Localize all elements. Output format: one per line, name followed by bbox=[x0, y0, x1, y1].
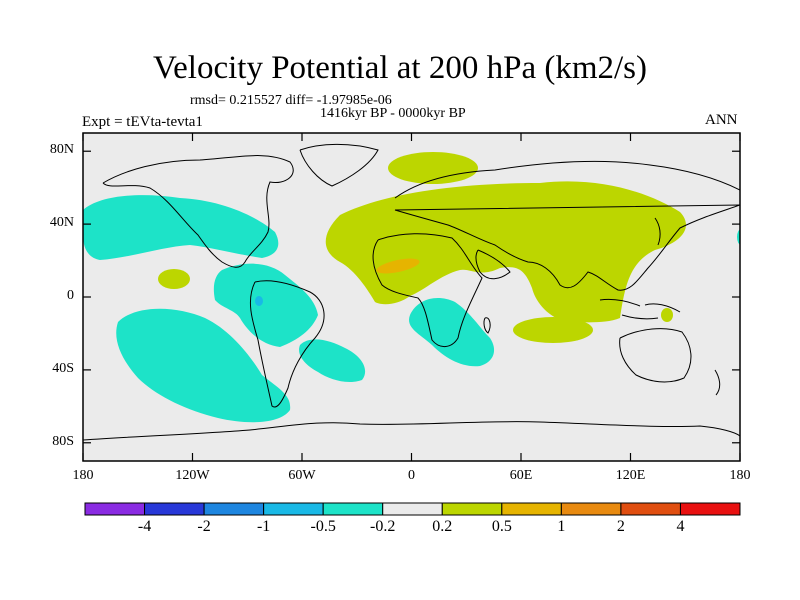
colorbar-box-1 bbox=[144, 502, 205, 516]
stats-label: rmsd= 0.215527 diff= -1.97985e-06 bbox=[190, 93, 392, 108]
coastline-south-america bbox=[249, 280, 325, 408]
coastline-japan bbox=[654, 217, 661, 246]
negative-region-south-atlantic-east bbox=[409, 298, 495, 367]
colorbar-box-10 bbox=[679, 502, 741, 516]
coastline-north-america bbox=[102, 155, 294, 268]
positive-region-scandinavia bbox=[388, 152, 478, 184]
coastline-maritime-continent bbox=[599, 299, 681, 320]
colorbar-box-8 bbox=[560, 502, 622, 516]
lat-label: 80S bbox=[52, 433, 74, 449]
negative-region-south-atlantic-west bbox=[299, 339, 366, 383]
positive-region-indonesia-spot bbox=[661, 308, 673, 322]
coastline-madagascar bbox=[483, 317, 491, 334]
colorbar-label: -0.5 bbox=[310, 518, 336, 535]
colorbar-label: 0.2 bbox=[432, 518, 453, 535]
positive-region-pacific-spot bbox=[158, 269, 190, 289]
lon-label: 60E bbox=[509, 468, 533, 483]
positive-region-south-indian bbox=[513, 317, 593, 343]
lat-label: 40N bbox=[49, 215, 74, 231]
colorbar-label: 2 bbox=[616, 518, 625, 535]
period-label: 1416kyr BP - 0000kyr BP bbox=[320, 106, 466, 121]
moderate-negative-region-amazon bbox=[255, 296, 263, 306]
season-label: ANN bbox=[705, 112, 738, 128]
colorbar-label: -2 bbox=[197, 518, 211, 535]
colorbar-label: -1 bbox=[256, 518, 271, 535]
colorbar-label: 1 bbox=[557, 518, 566, 535]
colorbar-box-6 bbox=[441, 502, 503, 516]
coastline-greenland bbox=[299, 143, 379, 187]
coastlines bbox=[83, 143, 740, 441]
colorbar-box-7 bbox=[501, 502, 562, 516]
colorbar-box-3 bbox=[263, 502, 324, 516]
coastline-africa bbox=[372, 233, 483, 347]
coastline-new-zealand bbox=[714, 369, 721, 396]
negative-region-south-pacific bbox=[116, 308, 291, 423]
colorbar-label: -4 bbox=[137, 518, 152, 535]
axis-ticks bbox=[82, 133, 741, 461]
lat-label: 40S bbox=[52, 360, 74, 376]
lon-label: 180 bbox=[72, 468, 94, 483]
colorbar bbox=[84, 502, 741, 516]
colorbar-box-2 bbox=[203, 502, 265, 516]
coastline-antarctica bbox=[83, 421, 740, 441]
lon-label: 120E bbox=[615, 468, 646, 483]
lon-label: 60W bbox=[288, 468, 316, 483]
plot-title: Velocity Potential at 200 hPa (km2/s) bbox=[152, 50, 648, 86]
experiment-label: Expt = tEVta-tevta1 bbox=[82, 114, 203, 130]
colorbar-box-9 bbox=[620, 502, 681, 516]
lon-label: 0 bbox=[408, 468, 415, 483]
lon-label: 180 bbox=[729, 468, 751, 483]
colorbar-box-4 bbox=[322, 502, 384, 516]
moderate-positive-region-sahara bbox=[376, 258, 420, 274]
lon-label: 120W bbox=[175, 468, 210, 483]
coastline-eurasia bbox=[394, 160, 740, 291]
colorbar-label: 0.5 bbox=[491, 518, 512, 535]
colorbar-label: 4 bbox=[676, 518, 685, 535]
negative-region-north-pacific bbox=[83, 195, 279, 260]
negative-region-central-america bbox=[213, 263, 318, 347]
colorbar-box-5 bbox=[382, 502, 443, 516]
colorbar-label: -0.2 bbox=[370, 518, 396, 535]
lat-label: 80N bbox=[49, 142, 74, 158]
coastline-australia bbox=[619, 328, 692, 383]
lat-label: 0 bbox=[67, 288, 74, 303]
negative-region-date-line-spot bbox=[737, 229, 740, 245]
coastline-arabia bbox=[475, 249, 511, 280]
colorbar-box-0 bbox=[84, 502, 146, 516]
